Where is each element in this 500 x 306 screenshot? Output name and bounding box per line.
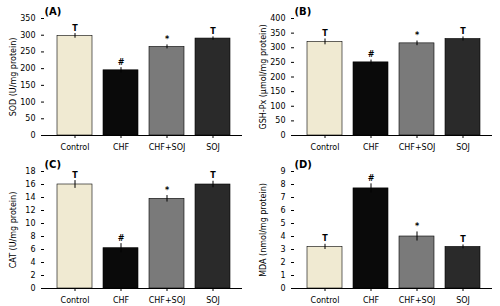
svg-text:CHF: CHF [113, 143, 130, 152]
svg-text:*: * [415, 31, 420, 40]
svg-text:(D): (D) [295, 159, 312, 170]
svg-text:5: 5 [280, 219, 285, 228]
svg-text:Control: Control [311, 296, 340, 305]
svg-text:SOJ: SOJ [206, 296, 220, 305]
svg-text:150: 150 [270, 87, 285, 96]
svg-text:50: 50 [25, 114, 35, 123]
svg-text:6: 6 [280, 206, 285, 215]
svg-text:Control: Control [61, 296, 90, 305]
svg-text:GSH-Px (μmol/mg protein): GSH-Px (μmol/mg protein) [259, 24, 268, 129]
svg-text:CHF: CHF [113, 296, 130, 305]
svg-text:CAT (U/mg protein): CAT (U/mg protein) [9, 192, 18, 269]
svg-text:T: T [72, 24, 78, 33]
svg-text:7: 7 [280, 193, 285, 202]
svg-text:T: T [72, 171, 78, 180]
svg-text:200: 200 [270, 73, 285, 82]
svg-text:CHF: CHF [363, 143, 380, 152]
svg-text:Control: Control [311, 143, 340, 152]
svg-text:2: 2 [280, 258, 285, 267]
svg-text:Control: Control [61, 143, 90, 152]
svg-text:*: * [165, 35, 170, 44]
svg-text:300: 300 [20, 31, 35, 40]
svg-text:CHF: CHF [363, 296, 380, 305]
svg-text:0: 0 [30, 284, 35, 293]
svg-text:12: 12 [25, 206, 35, 215]
svg-text:CHF+SOJ: CHF+SOJ [149, 143, 186, 152]
svg-text:#: # [118, 58, 125, 67]
svg-text:T: T [322, 234, 328, 243]
svg-text:0: 0 [30, 131, 35, 140]
svg-text:16: 16 [25, 180, 35, 189]
svg-text:T: T [460, 235, 466, 244]
svg-text:T: T [322, 29, 328, 38]
svg-text:SOJ: SOJ [456, 296, 470, 305]
svg-text:MDA (nmol/mg protein): MDA (nmol/mg protein) [259, 183, 268, 277]
svg-text:18: 18 [25, 167, 35, 176]
svg-text:(B): (B) [295, 6, 312, 17]
svg-text:#: # [368, 50, 375, 59]
svg-text:100: 100 [20, 98, 35, 107]
svg-text:0: 0 [280, 284, 285, 293]
svg-text:CHF+SOJ: CHF+SOJ [399, 143, 436, 152]
svg-text:0: 0 [280, 131, 285, 140]
svg-text:*: * [415, 222, 420, 231]
svg-text:3: 3 [280, 245, 285, 254]
svg-text:4: 4 [280, 232, 285, 241]
svg-text:2: 2 [30, 271, 35, 280]
svg-text:(A): (A) [45, 6, 62, 17]
svg-text:150: 150 [20, 81, 35, 90]
svg-text:250: 250 [20, 47, 35, 56]
svg-text:#: # [368, 174, 375, 183]
svg-text:250: 250 [270, 58, 285, 67]
svg-text:8: 8 [280, 180, 285, 189]
svg-text:T: T [210, 171, 216, 180]
svg-text:(C): (C) [45, 159, 61, 170]
svg-text:200: 200 [20, 64, 35, 73]
svg-text:4: 4 [30, 258, 35, 267]
svg-text:8: 8 [30, 232, 35, 241]
svg-text:CHF+SOJ: CHF+SOJ [149, 296, 186, 305]
svg-text:1: 1 [280, 271, 285, 280]
svg-text:10: 10 [25, 219, 35, 228]
svg-text:50: 50 [275, 116, 285, 125]
svg-text:SOJ: SOJ [456, 143, 470, 152]
svg-text:14: 14 [25, 193, 35, 202]
svg-text:SOJ: SOJ [206, 143, 220, 152]
svg-text:CHF+SOJ: CHF+SOJ [399, 296, 436, 305]
svg-text:400: 400 [270, 14, 285, 23]
svg-text:SOD (U/mg protein): SOD (U/mg protein) [9, 38, 18, 117]
svg-text:#: # [118, 234, 125, 243]
svg-text:T: T [460, 27, 466, 36]
svg-text:6: 6 [30, 245, 35, 254]
svg-text:100: 100 [270, 102, 285, 111]
svg-text:9: 9 [280, 167, 285, 176]
svg-text:300: 300 [270, 43, 285, 52]
svg-text:350: 350 [270, 29, 285, 38]
svg-text:*: * [165, 186, 170, 195]
svg-text:T: T [210, 27, 216, 36]
svg-text:350: 350 [20, 14, 35, 23]
